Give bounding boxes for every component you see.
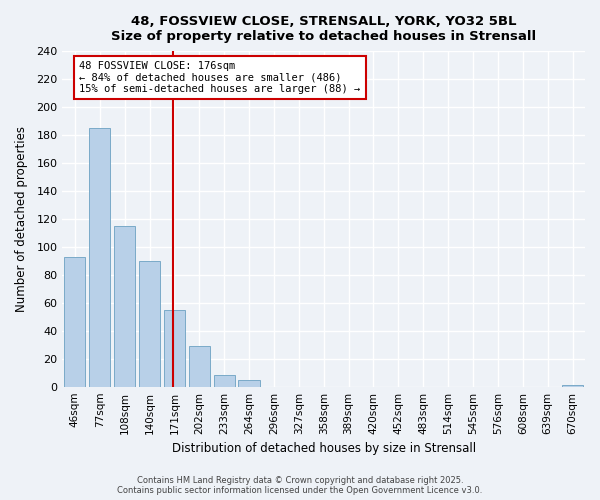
Bar	[89, 128, 110, 386]
Bar	[189, 346, 210, 387]
Bar	[238, 380, 260, 386]
Text: 48 FOSSVIEW CLOSE: 176sqm
← 84% of detached houses are smaller (486)
15% of semi: 48 FOSSVIEW CLOSE: 176sqm ← 84% of detac…	[79, 61, 361, 94]
Bar	[114, 226, 135, 386]
Bar	[139, 261, 160, 386]
Bar	[164, 310, 185, 386]
Y-axis label: Number of detached properties: Number of detached properties	[15, 126, 28, 312]
Bar	[64, 256, 85, 386]
Title: 48, FOSSVIEW CLOSE, STRENSALL, YORK, YO32 5BL
Size of property relative to detac: 48, FOSSVIEW CLOSE, STRENSALL, YORK, YO3…	[111, 15, 536, 43]
Bar	[214, 376, 235, 386]
Text: Contains HM Land Registry data © Crown copyright and database right 2025.
Contai: Contains HM Land Registry data © Crown c…	[118, 476, 482, 495]
X-axis label: Distribution of detached houses by size in Strensall: Distribution of detached houses by size …	[172, 442, 476, 455]
